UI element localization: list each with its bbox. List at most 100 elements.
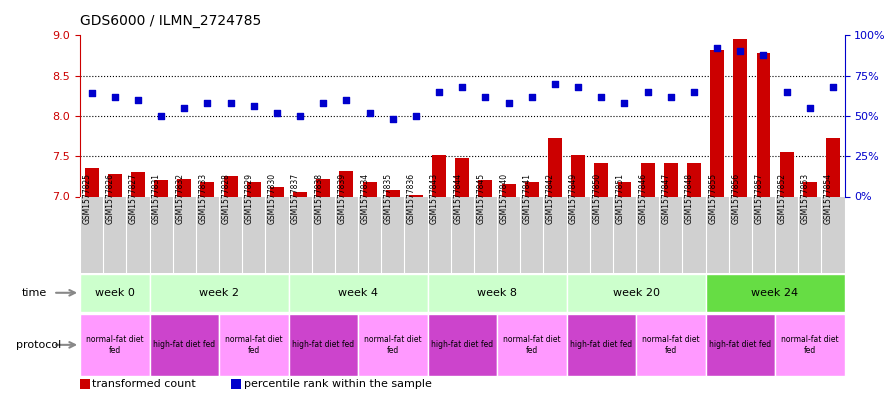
Bar	[733, 39, 748, 197]
Point	[432, 88, 446, 95]
Text: GSM1577830: GSM1577830	[268, 173, 277, 224]
Bar	[131, 172, 145, 196]
Point	[293, 113, 308, 119]
Point	[525, 94, 539, 100]
Text: week 4: week 4	[338, 288, 378, 298]
Bar	[706, 274, 845, 312]
Bar	[501, 184, 516, 196]
Bar	[775, 314, 845, 376]
Point	[687, 88, 701, 95]
Point	[108, 94, 122, 100]
Bar	[289, 274, 428, 312]
Text: high-fat diet fed: high-fat diet fed	[570, 340, 632, 349]
Text: week 2: week 2	[199, 288, 239, 298]
Point	[594, 94, 608, 100]
Bar	[358, 314, 428, 376]
Text: GDS6000 / ILMN_2724785: GDS6000 / ILMN_2724785	[80, 13, 261, 28]
Text: GSM1577829: GSM1577829	[244, 173, 253, 224]
Bar	[428, 274, 566, 312]
Text: GSM1577838: GSM1577838	[315, 173, 324, 224]
Point	[571, 84, 585, 90]
Text: GSM1577835: GSM1577835	[384, 173, 393, 224]
Text: GSM1577849: GSM1577849	[569, 173, 578, 224]
Point	[757, 51, 771, 58]
Text: time: time	[22, 288, 47, 298]
Text: GSM1577842: GSM1577842	[546, 173, 555, 224]
Bar	[219, 314, 289, 376]
Bar	[566, 274, 706, 312]
Point	[200, 100, 214, 106]
Text: GSM1577827: GSM1577827	[129, 173, 138, 224]
Text: GSM1577836: GSM1577836	[407, 173, 416, 224]
Bar	[409, 195, 423, 196]
Point	[478, 94, 493, 100]
Point	[409, 113, 423, 119]
Text: high-fat diet fed: high-fat diet fed	[431, 340, 493, 349]
Bar	[154, 180, 168, 196]
Bar	[497, 314, 566, 376]
Text: percentile rank within the sample: percentile rank within the sample	[244, 379, 431, 389]
Point	[664, 94, 678, 100]
Text: normal-fat diet
fed: normal-fat diet fed	[86, 335, 144, 354]
Text: GSM1577855: GSM1577855	[709, 173, 717, 224]
Bar	[571, 154, 585, 196]
Point	[154, 113, 168, 119]
Bar	[428, 314, 497, 376]
Point	[733, 48, 748, 55]
Bar	[177, 179, 191, 196]
Bar	[289, 314, 358, 376]
Text: GSM1577825: GSM1577825	[83, 173, 92, 224]
Point	[780, 88, 794, 95]
Bar	[780, 152, 794, 196]
Text: week 8: week 8	[477, 288, 517, 298]
Bar	[618, 182, 631, 196]
Bar	[710, 50, 724, 196]
Point	[270, 110, 284, 116]
Point	[177, 105, 191, 111]
Text: GSM1577832: GSM1577832	[175, 173, 184, 224]
Bar	[270, 187, 284, 196]
Bar	[149, 314, 219, 376]
Bar	[84, 168, 99, 196]
Point	[803, 105, 817, 111]
Bar	[293, 193, 307, 196]
Text: high-fat diet fed: high-fat diet fed	[292, 340, 355, 349]
Point	[363, 110, 377, 116]
Text: GSM1577840: GSM1577840	[500, 173, 509, 224]
Text: GSM1577826: GSM1577826	[106, 173, 115, 224]
Bar	[201, 182, 214, 196]
Text: GSM1577845: GSM1577845	[477, 173, 485, 224]
Bar	[316, 179, 330, 196]
Text: normal-fat diet
fed: normal-fat diet fed	[225, 335, 283, 354]
Text: week 24: week 24	[751, 288, 798, 298]
Bar	[664, 163, 677, 196]
Text: GSM1577853: GSM1577853	[801, 173, 810, 224]
Bar	[687, 163, 701, 196]
Text: week 20: week 20	[613, 288, 660, 298]
Text: normal-fat diet
fed: normal-fat diet fed	[781, 335, 838, 354]
Text: transformed count: transformed count	[92, 379, 196, 389]
Text: normal-fat diet
fed: normal-fat diet fed	[642, 335, 700, 354]
Bar	[80, 314, 149, 376]
Point	[246, 103, 260, 109]
Bar	[826, 138, 840, 196]
Point	[710, 45, 725, 51]
Bar	[340, 171, 354, 196]
Bar	[803, 182, 817, 196]
Bar	[432, 154, 446, 196]
Text: GSM1577854: GSM1577854	[824, 173, 833, 224]
Point	[223, 100, 237, 106]
Point	[131, 97, 145, 103]
Text: GSM1577850: GSM1577850	[592, 173, 601, 224]
Text: GSM1577831: GSM1577831	[152, 173, 161, 224]
Point	[548, 81, 562, 87]
Bar	[566, 314, 636, 376]
Point	[826, 84, 840, 90]
Text: high-fat diet fed: high-fat diet fed	[153, 340, 215, 349]
Text: GSM1577828: GSM1577828	[221, 173, 230, 224]
Text: protocol: protocol	[16, 340, 61, 350]
Bar	[149, 274, 289, 312]
Text: normal-fat diet
fed: normal-fat diet fed	[364, 335, 421, 354]
Text: GSM1577833: GSM1577833	[198, 173, 207, 224]
Bar	[363, 182, 377, 196]
